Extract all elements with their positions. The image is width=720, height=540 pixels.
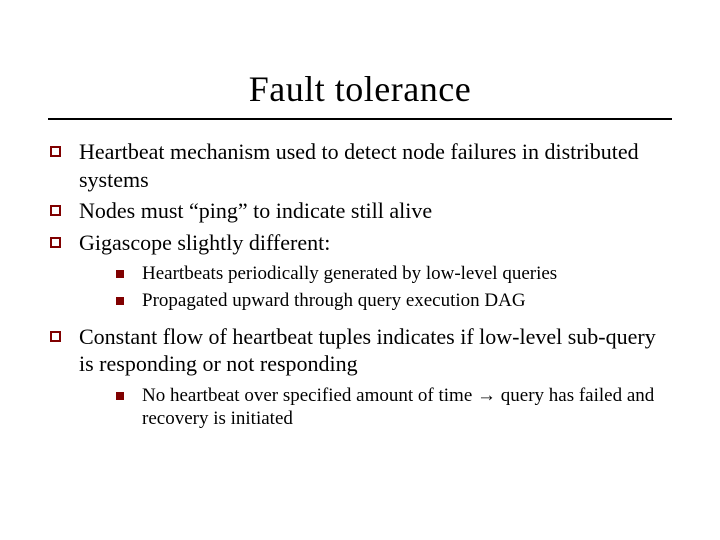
list-item: Propagated upward through query executio…	[116, 289, 672, 313]
list-item: Heartbeat mechanism used to detect node …	[48, 138, 672, 193]
bullet-list: Constant flow of heartbeat tuples indica…	[48, 323, 672, 378]
sub-bullet-list: No heartbeat over specified amount of ti…	[48, 384, 672, 432]
sub-bullet-text: No heartbeat over specified amount of ti…	[142, 384, 672, 432]
list-item: Constant flow of heartbeat tuples indica…	[48, 323, 672, 378]
hollow-square-icon	[50, 331, 61, 342]
title-rule	[48, 118, 672, 120]
content-area: Heartbeat mechanism used to detect node …	[48, 138, 672, 431]
filled-square-icon	[116, 270, 124, 278]
list-item: Heartbeats periodically generated by low…	[116, 262, 672, 286]
bullet-text: Gigascope slightly different:	[79, 229, 672, 257]
list-item: Nodes must “ping” to indicate still aliv…	[48, 197, 672, 225]
list-item: Gigascope slightly different:	[48, 229, 672, 257]
hollow-square-icon	[50, 205, 61, 216]
filled-square-icon	[116, 297, 124, 305]
sub-bullet-text: Propagated upward through query executio…	[142, 289, 672, 313]
slide: Fault tolerance Heartbeat mechanism used…	[0, 0, 720, 540]
slide-title: Fault tolerance	[48, 68, 672, 110]
bullet-text: Nodes must “ping” to indicate still aliv…	[79, 197, 672, 225]
sub-bullet-text: Heartbeats periodically generated by low…	[142, 262, 672, 286]
sub-bullet-list: Heartbeats periodically generated by low…	[48, 262, 672, 313]
hollow-square-icon	[50, 237, 61, 248]
hollow-square-icon	[50, 146, 61, 157]
bullet-list: Heartbeat mechanism used to detect node …	[48, 138, 672, 256]
list-item: No heartbeat over specified amount of ti…	[116, 384, 672, 432]
filled-square-icon	[116, 392, 124, 400]
title-wrap: Fault tolerance	[48, 68, 672, 110]
bullet-text: Constant flow of heartbeat tuples indica…	[79, 323, 672, 378]
bullet-text: Heartbeat mechanism used to detect node …	[79, 138, 672, 193]
